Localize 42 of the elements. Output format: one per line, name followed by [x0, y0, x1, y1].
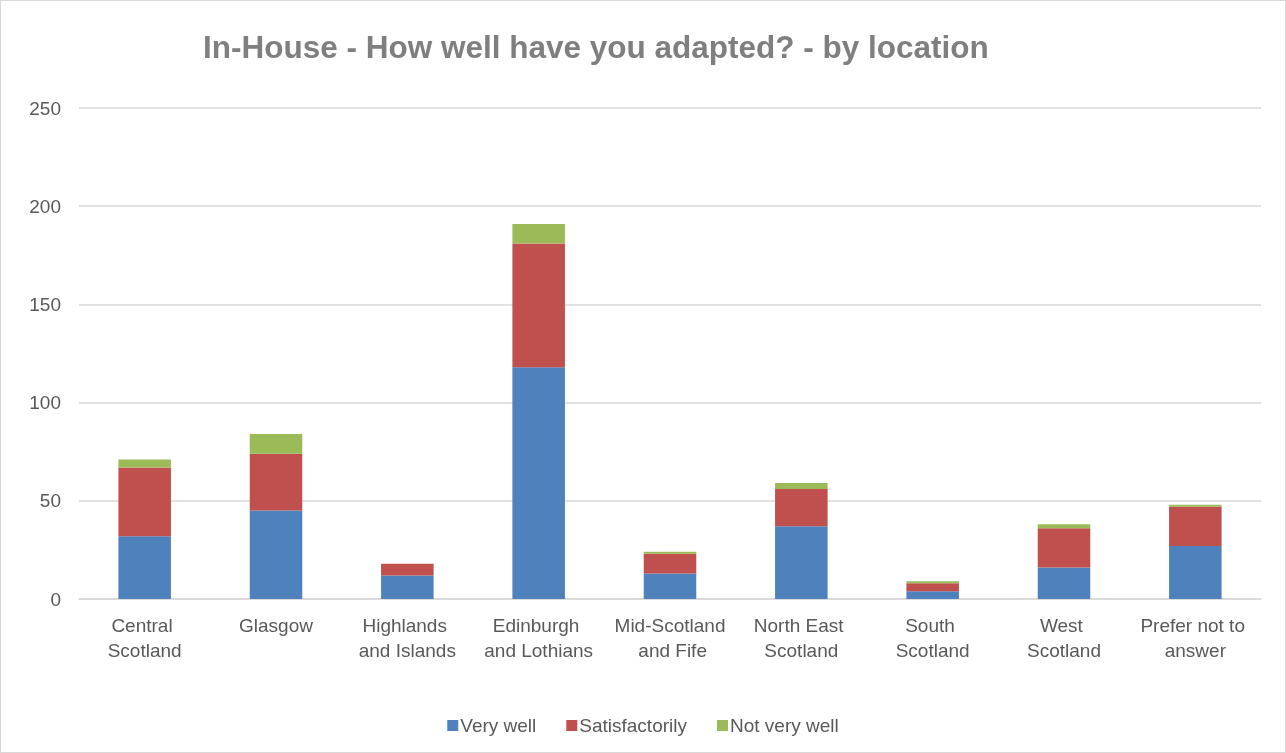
bar: [1037, 567, 1091, 599]
y-tick-label: 100: [29, 392, 61, 414]
bar: [249, 434, 303, 454]
bar: [512, 223, 565, 244]
bar: [906, 583, 959, 592]
bar: [775, 483, 828, 490]
bar: [1169, 545, 1222, 599]
bar: [1037, 524, 1091, 529]
y-tick-label: 50: [39, 490, 61, 512]
bar: [512, 243, 565, 368]
x-tick-label: West Scotland: [1027, 615, 1101, 661]
chart-title: In-House - How well have you adapted? - by location: [203, 29, 989, 65]
legend-label: Very well: [460, 715, 537, 736]
bar: [118, 467, 171, 537]
bar: [643, 573, 697, 599]
legend-label: Not very well: [729, 715, 839, 736]
bar: [249, 453, 303, 511]
bar: [643, 553, 697, 574]
x-tick-label: Central Scotland: [107, 615, 182, 661]
x-tick-label: Mid-Scotland and Fife: [614, 615, 726, 661]
y-tick-label: 250: [29, 97, 61, 119]
x-tick-label: Prefer not to answer: [1140, 615, 1251, 661]
bar: [1037, 528, 1091, 568]
bar: [381, 575, 434, 599]
x-tick-label: Glasgow: [239, 615, 314, 636]
bar: [512, 367, 565, 599]
y-tick-label: 150: [29, 293, 61, 315]
bar: [775, 526, 828, 599]
x-tick-label: Highlands and Islands: [358, 615, 456, 661]
y-tick-label: 200: [29, 195, 61, 217]
bar: [118, 536, 171, 599]
bar: [118, 459, 171, 468]
x-tick-label: North East Scotland: [753, 615, 849, 661]
bar: [1169, 506, 1222, 546]
x-tick-label: South Scotland: [895, 615, 970, 661]
bar: [249, 510, 303, 599]
bar: [906, 591, 959, 599]
legend-label: Satisfactorily: [579, 715, 688, 736]
bar: [381, 563, 434, 576]
bar: [775, 489, 828, 527]
y-tick-label: 0: [50, 588, 61, 610]
x-tick-label: Edinburgh and Lothians: [484, 615, 594, 661]
